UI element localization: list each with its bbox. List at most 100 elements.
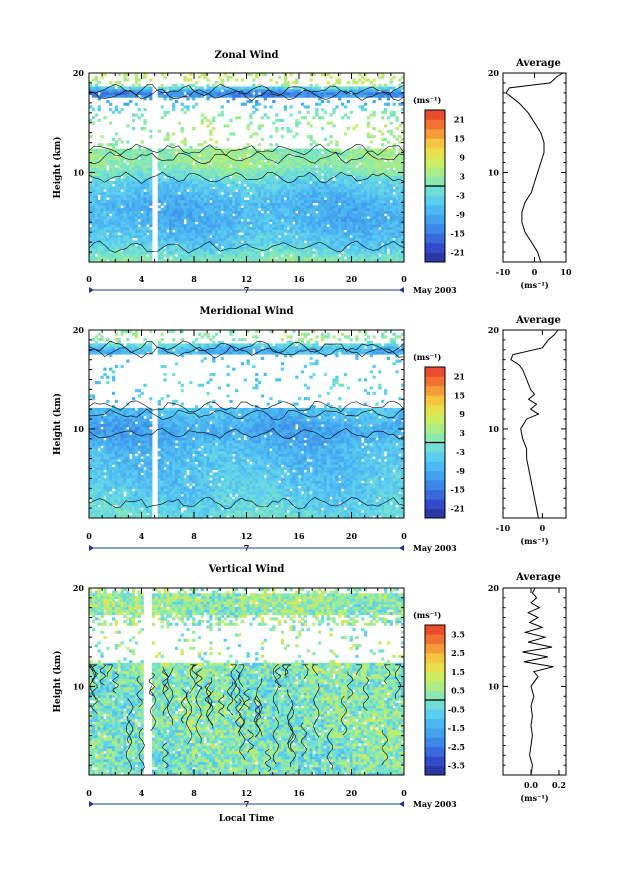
heatmap-cell — [126, 194, 130, 198]
heatmap-cell — [183, 140, 187, 144]
heatmap-cell — [129, 178, 133, 182]
heatmap-cell — [174, 218, 179, 222]
heatmap-cell — [217, 172, 222, 176]
heatmap-cell — [143, 232, 147, 236]
heatmap-cell — [295, 189, 299, 193]
heatmap-cell — [383, 89, 388, 93]
heatmap-cell — [157, 245, 161, 249]
heatmap-cell — [252, 202, 256, 206]
heatmap-cell — [346, 235, 350, 239]
heatmap-cell — [237, 172, 242, 176]
heatmap-cell — [180, 102, 184, 106]
heatmap-cell — [266, 205, 270, 209]
heatmap-cell — [157, 172, 161, 176]
heatmap-cell — [383, 94, 388, 98]
heatmap-cell — [252, 151, 256, 155]
heatmap-cell — [300, 259, 305, 263]
heatmap-cell — [215, 154, 219, 158]
heatmap-cell — [229, 162, 233, 166]
heatmap-cell — [335, 181, 339, 185]
heatmap-cell — [97, 94, 101, 98]
heatmap-cell — [97, 205, 101, 209]
heatmap-cell — [257, 240, 262, 244]
heatmap-cell — [269, 105, 273, 109]
heatmap-cell — [166, 167, 170, 171]
heatmap-cell — [106, 248, 110, 252]
heatmap-cell — [166, 151, 170, 155]
heatmap-cell — [272, 218, 276, 222]
heatmap-cell — [120, 232, 124, 236]
heatmap-cell — [332, 156, 336, 160]
heatmap-cell — [229, 253, 233, 257]
heatmap-cell — [312, 229, 316, 233]
heatmap-cell — [298, 245, 302, 249]
heatmap-cell — [303, 199, 308, 203]
heatmap-cell — [169, 245, 173, 249]
heatmap-cell — [149, 162, 153, 166]
heatmap-cell — [169, 229, 173, 233]
heatmap-cell — [292, 199, 296, 203]
heatmap-cell — [366, 191, 371, 195]
heatmap-cell — [235, 162, 239, 166]
heatmap-cell — [120, 245, 124, 249]
heatmap-cell — [326, 164, 330, 168]
heatmap-cell — [131, 224, 136, 228]
heatmap-cell — [117, 110, 121, 114]
heatmap-cell — [217, 154, 222, 158]
heatmap-cell — [306, 240, 310, 244]
heatmap-cell — [89, 189, 93, 193]
heatmap-cell — [192, 226, 196, 230]
heatmap-cell — [137, 86, 141, 90]
heatmap-cell — [134, 183, 139, 187]
heatmap-cell — [363, 221, 368, 225]
heatmap-cell — [120, 199, 124, 203]
heatmap-cell — [386, 213, 391, 217]
heatmap-cell — [232, 175, 236, 179]
heatmap-cell — [263, 243, 267, 247]
heatmap-cell — [206, 154, 210, 158]
heatmap-cell — [249, 181, 253, 185]
heatmap-cell — [169, 181, 173, 185]
heatmap-cell — [292, 253, 296, 257]
heatmap-cell — [283, 202, 287, 206]
heatmap-cell — [372, 243, 376, 247]
heatmap-cell — [157, 229, 161, 233]
heatmap-cell — [160, 226, 164, 230]
heatmap-cell — [137, 175, 141, 179]
heatmap-cell — [163, 113, 167, 117]
heatmap-cell — [180, 189, 184, 193]
heatmap-cell — [109, 94, 113, 98]
heatmap-cell — [292, 148, 296, 152]
heatmap-cell — [129, 189, 133, 193]
heatmap-cell — [114, 218, 119, 222]
heatmap-cell — [146, 235, 150, 239]
heatmap-cell — [183, 235, 187, 239]
heatmap-cell — [249, 178, 253, 182]
heatmap-cell — [320, 183, 325, 187]
heatmap-cell — [386, 91, 391, 95]
heatmap-cell — [200, 256, 204, 260]
heatmap-cell — [280, 148, 285, 152]
heatmap-cell — [246, 100, 250, 104]
heatmap-cell — [358, 221, 362, 225]
heatmap-cell — [269, 159, 273, 163]
heatmap-cell — [240, 78, 245, 82]
heatmap-cell — [123, 172, 127, 176]
heatmap-cell — [237, 86, 242, 90]
heatmap-cell — [295, 216, 299, 220]
heatmap-cell — [91, 224, 96, 228]
heatmap-cell — [335, 226, 339, 230]
heatmap-cell — [146, 175, 150, 179]
heatmap-cell — [378, 83, 382, 87]
heatmap-cell — [361, 105, 365, 109]
heatmap-cell — [315, 94, 319, 98]
heatmap-cell — [100, 221, 104, 225]
heatmap-cell — [226, 189, 230, 193]
heatmap-cell — [129, 164, 133, 168]
heatmap-cell — [349, 181, 353, 185]
heatmap-cell — [320, 194, 325, 198]
heatmap-cell — [349, 164, 353, 168]
heatmap-cell — [200, 194, 204, 198]
heatmap-cell — [315, 151, 319, 155]
heatmap-cell — [252, 110, 256, 114]
